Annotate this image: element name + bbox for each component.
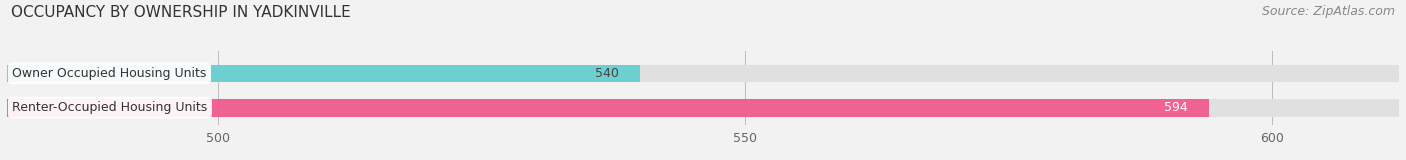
Text: Owner Occupied Housing Units: Owner Occupied Housing Units xyxy=(13,67,207,80)
Text: Renter-Occupied Housing Units: Renter-Occupied Housing Units xyxy=(13,101,208,114)
Bar xyxy=(7,64,1399,82)
Text: OCCUPANCY BY OWNERSHIP IN YADKINVILLE: OCCUPANCY BY OWNERSHIP IN YADKINVILLE xyxy=(11,5,352,20)
Bar xyxy=(7,99,1209,117)
Text: Source: ZipAtlas.com: Source: ZipAtlas.com xyxy=(1261,5,1395,18)
Bar xyxy=(7,64,640,82)
Text: 540: 540 xyxy=(595,67,619,80)
Bar xyxy=(7,99,1399,117)
Text: 594: 594 xyxy=(1164,101,1188,114)
